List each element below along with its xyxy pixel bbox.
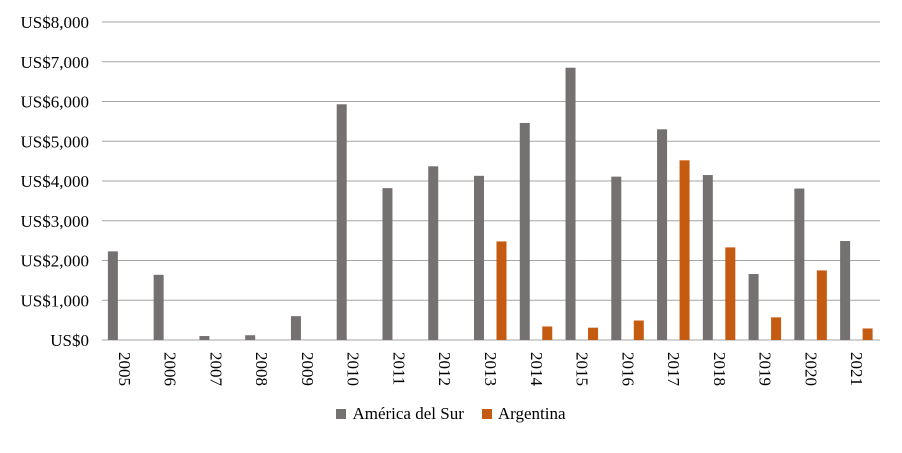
x-tick-label: 2021: [847, 352, 866, 386]
legend-label-series-0: América del Sur: [352, 404, 464, 423]
legend: América del Sur Argentina: [0, 404, 902, 424]
bar-series-1-2013: [496, 241, 507, 340]
x-tick-label: 2011: [389, 352, 408, 385]
y-tick-label: US$5,000: [21, 132, 89, 151]
x-tick-label: 2009: [298, 352, 317, 386]
x-tick-label: 2005: [115, 352, 134, 386]
x-tick-label: 2014: [527, 352, 546, 387]
x-tick-label: 2017: [664, 352, 683, 387]
bar-series-1-2020: [816, 270, 827, 340]
bar-series-0-2017: [657, 129, 668, 340]
legend-swatch-series-0: [336, 409, 347, 419]
bar-series-0-2016: [611, 176, 622, 340]
x-tick-label: 2019: [756, 352, 775, 386]
gridlines: [102, 21, 880, 341]
y-tick-label: US$1,000: [21, 291, 89, 310]
legend-item-series-1: Argentina: [481, 404, 566, 424]
x-tick-label: 2018: [710, 352, 729, 386]
x-tick-label: 2015: [573, 352, 592, 386]
bar-series-0-2009: [290, 316, 301, 340]
x-tick-label: 2016: [618, 352, 637, 386]
bar-series-0-2012: [428, 166, 439, 340]
bar-series-0-2019: [748, 274, 759, 340]
y-tick-label: US$0: [50, 331, 89, 350]
x-tick-label: 2006: [161, 352, 180, 386]
y-tick-label: US$8,000: [21, 13, 89, 32]
bar-series-0-2007: [199, 336, 210, 340]
bar-series-1-2015: [588, 327, 599, 340]
x-tick-label: 2008: [252, 352, 271, 386]
y-tick-labels: US$0 US$1,000 US$2,000 US$3,000 US$4,000 US$5…: [21, 13, 89, 350]
x-tick-label: 2007: [206, 352, 225, 387]
x-tick-label: 2012: [435, 352, 454, 386]
legend-label-series-1: Argentina: [497, 404, 566, 423]
y-tick-label: US$3,000: [21, 212, 89, 231]
bar-series-1-2019: [771, 317, 782, 340]
bar-series-1-2018: [725, 247, 736, 340]
bar-series-0-2014: [519, 122, 530, 340]
x-tick-labels: 2005 2006 2007 2008 2009 2010 2011 2012 2013 2014…: [115, 352, 866, 387]
bar-series-1-2017: [679, 160, 690, 340]
bar-series-1-2016: [633, 320, 644, 340]
y-tick-label: US$4,000: [21, 172, 89, 191]
bar-series-0-2021: [840, 241, 851, 340]
x-tick-label: 2010: [344, 352, 363, 386]
bar-series-0-2006: [153, 274, 164, 340]
y-tick-label: US$7,000: [21, 53, 89, 72]
bar-series-0-2015: [565, 67, 576, 341]
bar-series-0-2011: [382, 188, 393, 340]
bar-series-1-2021: [862, 328, 873, 340]
x-tick-label: 2013: [481, 352, 500, 386]
y-tick-label: US$2,000: [21, 252, 89, 271]
bar-series-1-2014: [542, 326, 553, 340]
bar-series-0-2020: [794, 188, 805, 340]
bar-series-0-2005: [107, 251, 118, 340]
bars: [107, 67, 873, 341]
legend-item-series-0: América del Sur: [336, 404, 464, 424]
legend-swatch-series-1: [481, 409, 492, 419]
bar-series-0-2018: [702, 175, 713, 340]
y-tick-label: US$6,000: [21, 93, 89, 112]
bar-series-0-2013: [474, 175, 484, 340]
x-tick-label: 2020: [801, 352, 820, 386]
bar-series-0-2010: [336, 104, 347, 340]
bar-series-0-2008: [245, 335, 256, 340]
